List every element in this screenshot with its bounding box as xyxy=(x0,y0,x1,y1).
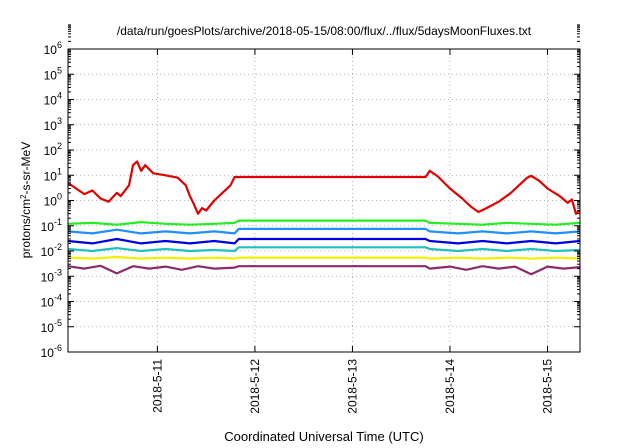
y-tick-label: 10-4 xyxy=(41,293,62,310)
y-tick-exponent: 2 xyxy=(57,141,62,151)
y-tick-exponent: 1 xyxy=(57,166,62,176)
y-tick-label: 106 xyxy=(44,40,62,57)
series-line xyxy=(67,219,581,226)
y-tick-base: 10 xyxy=(41,321,55,335)
series-line xyxy=(67,160,581,215)
y-tick-base: 10 xyxy=(44,169,58,183)
y-tick-exponent: -4 xyxy=(54,293,62,303)
series-line xyxy=(67,255,581,260)
y-tick-label: 103 xyxy=(44,116,62,133)
series-line xyxy=(67,246,581,253)
y-tick-label: 10-5 xyxy=(41,318,62,335)
y-tick-exponent: 5 xyxy=(57,65,62,75)
x-tick-labels: 2018-5-11 2018-5-12 2018-5-13 2018-5-14 2018… xyxy=(150,359,554,414)
y-tick-label: 10-3 xyxy=(41,267,62,284)
y-tick-base: 10 xyxy=(41,346,55,360)
x-tick-label: 2018-5-13 xyxy=(345,359,359,414)
y-tick-base: 10 xyxy=(41,270,55,284)
y-axis-label-sup: 2 xyxy=(19,194,28,199)
grid-lines xyxy=(68,49,580,352)
y-tick-base: 10 xyxy=(41,296,55,310)
plot-frame xyxy=(67,48,581,353)
chart-title: /data/run/goesPlots/archive/2018-05-15/0… xyxy=(117,24,532,38)
x-tick-label: 2018-5-15 xyxy=(540,359,554,414)
x-tick-label: 2018-5-12 xyxy=(248,359,262,414)
x-axis-label: Coordinated Universal Time (UTC) xyxy=(224,429,423,444)
y-tick-exponent: 0 xyxy=(57,192,62,202)
y-tick-label: 10-6 xyxy=(41,343,62,360)
y-tick-label: 102 xyxy=(44,141,62,158)
y-axis-label-rest: -s-sr-MeV xyxy=(19,142,33,195)
series-line xyxy=(67,237,581,245)
y-tick-label: 10-2 xyxy=(41,242,62,259)
y-tick-base: 10 xyxy=(44,68,58,82)
y-tick-exponent: 4 xyxy=(57,91,62,101)
series-line xyxy=(67,264,581,276)
y-tick-exponent: 6 xyxy=(57,40,62,50)
y-tick-exponent: -6 xyxy=(54,343,62,353)
y-tick-base: 10 xyxy=(44,94,58,108)
y-tick-base: 10 xyxy=(41,245,55,259)
y-tick-exponent: -2 xyxy=(54,242,62,252)
x-tick-label: 2018-5-14 xyxy=(443,359,457,414)
y-axis-label-main: protons/cm xyxy=(19,199,33,258)
y-axis-label: protons/cm2-s-sr-MeV xyxy=(19,142,34,258)
y-tick-label: 101 xyxy=(44,166,62,183)
series-line xyxy=(67,227,581,235)
y-tick-exponent: -3 xyxy=(54,267,62,277)
y-tick-base: 10 xyxy=(44,144,58,158)
y-tick-exponent: 3 xyxy=(57,116,62,126)
y-tick-label: 105 xyxy=(44,65,62,82)
y-tick-label: 100 xyxy=(44,192,62,209)
data-series xyxy=(67,160,581,276)
y-tick-label: 10-1 xyxy=(41,217,62,234)
y-tick-base: 10 xyxy=(44,43,58,57)
y-tick-base: 10 xyxy=(41,220,55,234)
y-tick-label: 104 xyxy=(44,91,62,108)
x-tick-label: 2018-5-11 xyxy=(150,359,164,413)
y-tick-labels: 10610510410310210110010-110-210-310-410-… xyxy=(41,40,62,360)
y-tick-exponent: -1 xyxy=(54,217,62,227)
y-tick-base: 10 xyxy=(44,119,58,133)
y-tick-exponent: -5 xyxy=(54,318,62,328)
y-tick-base: 10 xyxy=(44,195,58,209)
